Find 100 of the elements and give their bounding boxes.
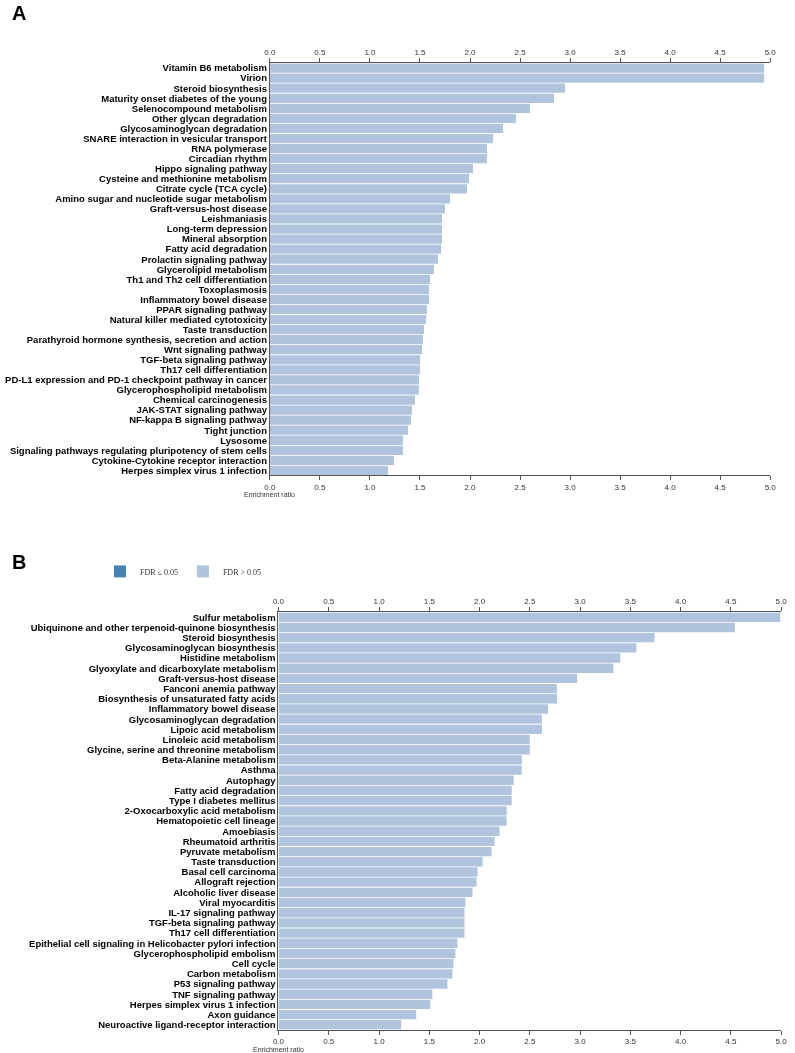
x2-tick-label: 2.0: [464, 483, 477, 493]
y-tick-label: Viral myocarditis: [199, 896, 276, 908]
y-tick-label: Long-term depression: [166, 223, 268, 235]
y-tick-label: Taste transduction: [191, 856, 276, 868]
x-tick-label: 0.5: [323, 597, 335, 607]
y-tick-label: Rheumatoid arthritis: [182, 835, 276, 847]
y-tick-label: TNF signaling pathway: [172, 988, 277, 1000]
x-tick-label: 1.5: [423, 597, 436, 607]
y-tick-label: Epithelial cell signaling in Helicobacter pylori infection: [29, 937, 276, 949]
x-tick-label: 1.0: [364, 47, 377, 57]
y-tick-label: IL-17 signaling pathway: [168, 907, 277, 919]
y-tick-label: Glycosaminoglycan degradation: [128, 713, 276, 725]
x-tick-label: 5.0: [775, 597, 788, 607]
x2-tick-label: 2.5: [514, 483, 527, 493]
text: B: [12, 551, 27, 573]
y-tick-label: P53 signaling pathway: [173, 978, 277, 990]
y-tick-label: Asthma: [240, 764, 277, 776]
x2-tick-label: 4.0: [675, 1037, 687, 1047]
y-tick-label: Basal cell carcinoma: [181, 866, 277, 878]
y-tick-label: Glycosaminoglycan degradation: [120, 122, 268, 134]
y-tick-label: Fatty acid degradation: [174, 784, 276, 796]
x2-tick-label: 0.0: [272, 1037, 285, 1047]
y-tick-label: Inflammatory bowel disease: [140, 293, 267, 305]
x2-tick-label: 3.0: [564, 483, 577, 493]
x-tick-label: 5.0: [764, 47, 777, 57]
y-tick-label: Hippo signaling pathway: [155, 163, 268, 174]
y-tick-label: NF-kappa B signaling pathway: [129, 414, 268, 426]
x-tick-label: 4.0: [675, 597, 687, 607]
y-tick-label: Inflammatory bowel disease: [148, 703, 276, 715]
x2-tick-label: 0.5: [314, 483, 327, 493]
text: A: [12, 2, 27, 24]
x-tick-label: 0.0: [272, 597, 285, 607]
x-tick-label: 2.0: [464, 47, 477, 57]
x-tick-label: 0.0: [264, 47, 276, 57]
x2-tick-label: 1.5: [423, 1037, 436, 1047]
x-tick-label: 2.0: [473, 597, 486, 607]
y-tick-label: Graft-versus-host disease: [158, 672, 276, 684]
y-tick-label: Axon guidance: [207, 1008, 276, 1020]
x-tick-label: 4.0: [664, 47, 677, 57]
y-tick-label: PD-L1 expression and PD-1 checkpoint pathway in cancer: [5, 374, 268, 386]
y-tick-label: Vitamin B6 metabolism: [162, 62, 267, 74]
x-tick-label: 4.5: [725, 597, 738, 607]
x2-tick-label: 1.5: [414, 483, 427, 493]
y-tick-label: Leishmaniasis: [201, 213, 267, 225]
y-tick-label: Selenocompound metabolism: [131, 102, 267, 114]
y-tick-label: Glycine, serine and threonine metabolism: [87, 744, 276, 756]
x2-tick-label: 4.5: [714, 483, 727, 493]
y-tick-label: Glyoxylate and dicarboxylate metabolism: [88, 662, 276, 674]
y-tick-label: Other glycan degradation: [151, 112, 268, 124]
x2-tick-label: 5.0: [775, 1037, 788, 1047]
y-tick-label: Cell cycle: [231, 957, 276, 969]
y-tick-label: JAK-STAT signaling pathway: [136, 404, 268, 416]
x-tick-label: 4.5: [714, 47, 727, 57]
x-tick-label: 3.0: [564, 47, 577, 57]
y-tick-label: Th1 and Th2 cell differentiation: [126, 273, 268, 285]
y-tick-label: Prolactin signaling pathway: [141, 253, 268, 265]
y-tick-label: Mineral absorption: [181, 233, 268, 245]
x-tick-label: 0.5: [314, 47, 327, 57]
y-tick-label: Carbon metabolism: [186, 968, 276, 980]
y-tick-label: Amino sugar and nucleotide sugar metabolism: [55, 193, 267, 205]
y-tick-label: Glycerophospholipid metabolism: [116, 384, 267, 396]
y-tick-label: Virion: [240, 72, 268, 84]
y-tick-label: Steroid biosynthesis: [182, 632, 276, 644]
x-tick-label: 1.5: [414, 47, 427, 57]
x2-tick-label: 0.5: [323, 1037, 335, 1047]
y-tick-label: Glycerophospholipid embolism: [133, 947, 276, 959]
y-tick-label: Autophagy: [225, 774, 277, 786]
y-tick-label: Allograft rejection: [194, 876, 276, 888]
legend-label: FDR > 0.05: [222, 567, 261, 577]
y-tick-label: 2-Oxocarboxylic acid metabolism: [124, 805, 276, 817]
x2-tick-label: 0.0: [264, 483, 276, 493]
y-tick-label: Ubiquinone and other terpenoid-quinone biosynthesis: [30, 621, 276, 633]
x2-tick-label: 3.5: [624, 1037, 637, 1047]
y-tick-label: Glycosaminoglycan biosynthesis: [125, 642, 276, 654]
y-tick-label: Lipoic acid metabolism: [170, 723, 276, 735]
x2-tick-label: 2.5: [524, 1037, 536, 1047]
x2-tick-label: 3.0: [574, 1037, 587, 1047]
y-tick-label: Fatty acid degradation: [165, 243, 268, 255]
x2-tick-label: 2.0: [473, 1037, 486, 1047]
y-tick-label: Chemical carcinogenesis: [152, 394, 267, 406]
y-tick-label: TGF-beta signaling pathway: [148, 917, 277, 929]
y-tick-label: Hematopoietic cell lineage: [156, 815, 276, 827]
y-tick-label: Wnt signaling pathway: [164, 344, 268, 356]
y-tick-label: Th17 cell differentiation: [168, 927, 276, 939]
y-tick-label: Neuroactive ligand-receptor interaction: [98, 1019, 276, 1031]
y-tick-label: Alcoholic liver disease: [173, 886, 276, 898]
y-tick-label: Cysteine and methionine metabolism: [99, 173, 267, 185]
x2-tick-label: 4.0: [664, 483, 677, 493]
x-tick-label: 3.5: [614, 47, 627, 57]
y-tick-label: Lysosome: [220, 434, 267, 446]
y-tick-label: Linoleic acid metabolism: [162, 733, 276, 745]
x-tick-label: 1.0: [373, 597, 386, 607]
y-tick-label: Amoebiasis: [222, 825, 276, 837]
x-tick-label: 2.5: [514, 47, 527, 57]
y-tick-label: Parathyroid hormone synthesis, secretion and action: [26, 333, 268, 345]
y-tick-label: Glycerolipid metabolism: [156, 263, 267, 275]
y-tick-label: Maturity onset diabetes of the young: [101, 92, 268, 104]
x2-tick-label: 1.0: [373, 1037, 386, 1047]
y-tick-label: Histidine metabolism: [180, 652, 276, 664]
y-tick-label: PPAR signaling pathway: [156, 303, 268, 315]
